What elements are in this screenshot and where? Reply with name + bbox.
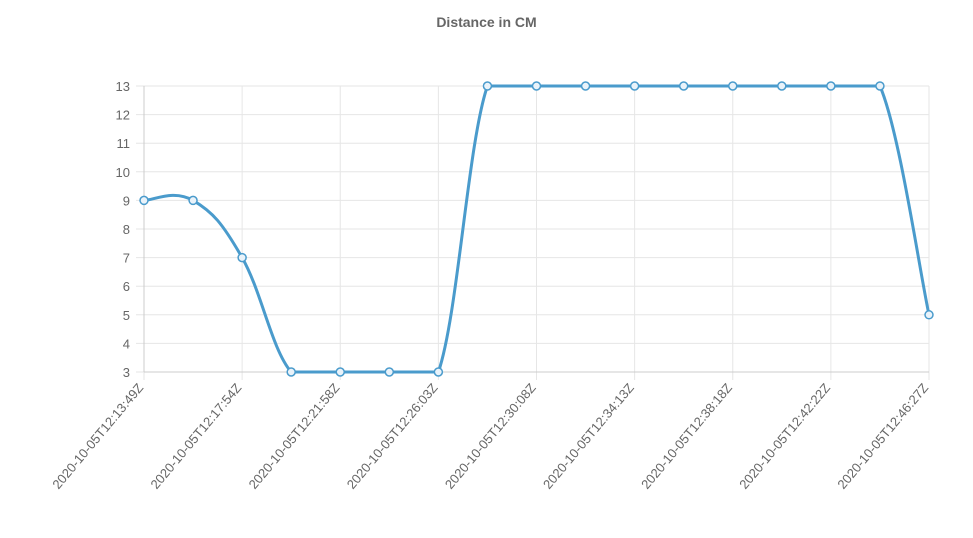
x-tick-label: 2020-10-05T12:30:08Z	[442, 380, 539, 492]
data-point	[924, 310, 934, 320]
data-point	[286, 367, 296, 377]
data-point	[384, 367, 395, 377]
x-tick-label: 2020-10-05T12:21:58Z	[246, 380, 343, 492]
data-point	[433, 367, 444, 377]
y-tick-label: 5	[123, 308, 130, 323]
data-point	[188, 195, 198, 206]
data-point	[826, 81, 836, 91]
x-tick-label: 2020-10-05T12:42:22Z	[736, 380, 833, 492]
data-point	[139, 195, 149, 206]
data-point	[580, 81, 591, 91]
data-point	[335, 367, 345, 377]
data-point	[875, 81, 885, 91]
data-point	[237, 252, 247, 263]
series-line	[143, 84, 931, 374]
x-tick-label: 2020-10-05T12:13:49Z	[49, 380, 146, 492]
y-tick-label: 4	[123, 336, 130, 351]
data-point	[728, 81, 738, 91]
y-tick-label: 13	[116, 79, 130, 94]
y-tick-label: 6	[123, 279, 130, 294]
y-tick-label: 11	[117, 136, 131, 151]
data-point	[678, 81, 689, 91]
y-tick-label: 12	[116, 108, 130, 123]
y-tick-label: 8	[123, 222, 130, 237]
x-tick-label: 2020-10-05T12:34:13Z	[540, 380, 637, 492]
data-point	[482, 81, 493, 91]
data-point	[531, 81, 542, 91]
y-tick-label: 10	[116, 165, 130, 180]
x-tick-label: 2020-10-05T12:17:54Z	[147, 380, 244, 492]
data-point	[777, 81, 787, 91]
y-tick-label: 7	[123, 251, 130, 266]
chart-title: Distance in CM	[436, 14, 537, 30]
x-tick-label: 2020-10-05T12:46:27Z	[834, 380, 931, 492]
y-tick-label: 3	[123, 365, 130, 380]
y-tick-label: 9	[123, 193, 130, 208]
x-tick-label: 2020-10-05T12:38:18Z	[638, 380, 735, 492]
data-point	[629, 81, 640, 91]
x-tick-label: 2020-10-05T12:26:03Z	[344, 380, 441, 492]
